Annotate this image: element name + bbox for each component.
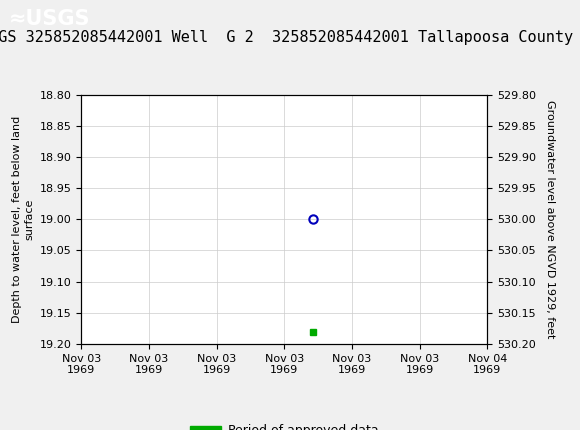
Y-axis label: Depth to water level, feet below land
surface: Depth to water level, feet below land su… xyxy=(12,116,34,323)
Text: USGS 325852085442001 Well  G 2  325852085442001 Tallapoosa County Al: USGS 325852085442001 Well G 2 3258520854… xyxy=(0,30,580,45)
Y-axis label: Groundwater level above NGVD 1929, feet: Groundwater level above NGVD 1929, feet xyxy=(545,100,556,338)
Legend: Period of approved data: Period of approved data xyxy=(185,420,383,430)
Text: ≈USGS: ≈USGS xyxy=(9,9,90,29)
